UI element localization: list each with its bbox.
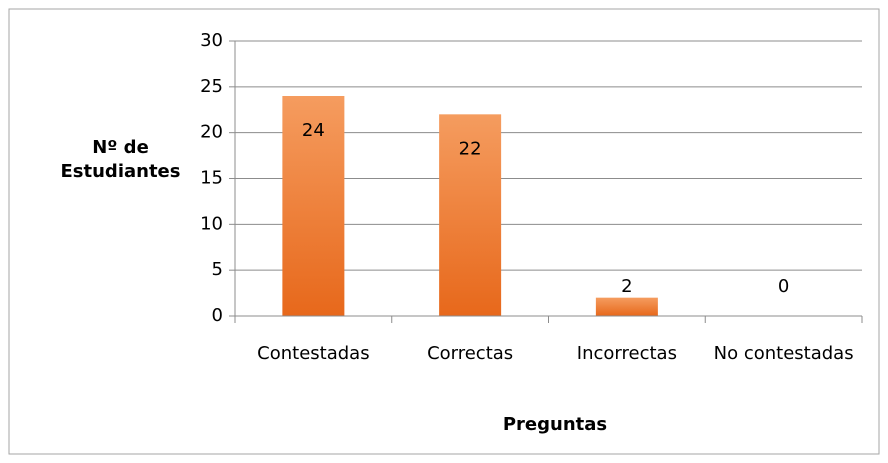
y-tick-label: 15 <box>200 168 223 189</box>
x-tick-label: No contestadas <box>713 343 854 364</box>
x-tick-label: Incorrectas <box>576 343 677 364</box>
y-tick-label: 0 <box>212 305 223 326</box>
y-tick-label: 5 <box>212 259 223 280</box>
y-tick-label: 20 <box>200 122 223 143</box>
data-label: 2 <box>621 276 632 297</box>
y-tick-label: 30 <box>200 30 223 51</box>
x-tick-label: Correctas <box>427 343 514 364</box>
y-axis-label: Nº de Estudiantes <box>60 137 181 182</box>
x-axis-label: Preguntas <box>502 414 608 435</box>
bar <box>439 114 502 316</box>
data-label: 0 <box>778 276 789 297</box>
y-tick-label: 25 <box>200 76 223 97</box>
y-tick-label: 10 <box>200 213 223 234</box>
data-label: 24 <box>302 120 325 141</box>
x-tick-label: Contestadas <box>257 343 370 364</box>
bar <box>282 96 345 316</box>
bar <box>595 297 658 316</box>
data-label: 22 <box>459 138 482 159</box>
